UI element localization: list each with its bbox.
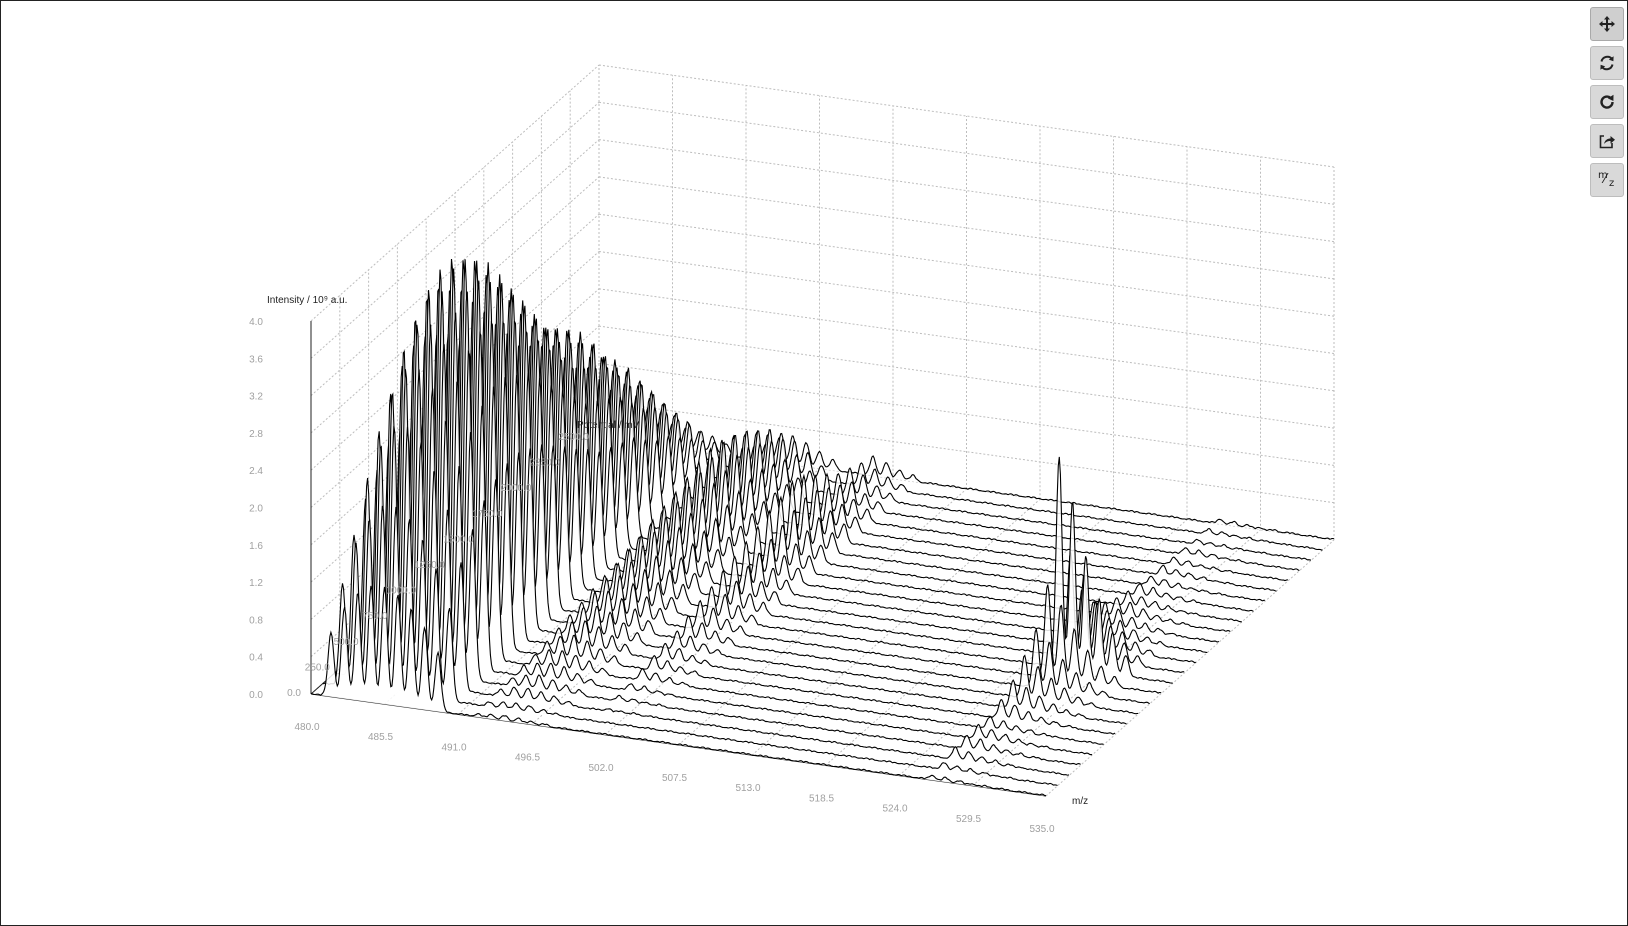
spectrum-fill <box>380 268 1116 735</box>
y-tick-label: 500.0 <box>334 637 359 648</box>
spectrum-line <box>541 357 1277 592</box>
spectrum-fill <box>345 369 1081 766</box>
z-tick-label: 3.6 <box>249 354 263 365</box>
y-tick-label: 0.0 <box>287 688 301 699</box>
spectrum-fill <box>541 357 1277 592</box>
y-tick-label: 1250.0 <box>414 560 445 571</box>
x-tick-label: 485.5 <box>368 732 393 743</box>
z-axis-title: Intensity / 10⁹ a.u. <box>267 295 347 306</box>
y-axis-title: Potential / mV <box>577 420 640 431</box>
y-tick-label: 2250.0 <box>530 458 561 469</box>
y-tick-label: 2000.0 <box>501 483 532 494</box>
mz-unit-button[interactable]: m ⁄ z <box>1590 163 1624 197</box>
reset-view-button[interactable] <box>1590 85 1624 119</box>
spectrum-fill <box>414 261 1150 704</box>
spectrum-line <box>357 324 1093 756</box>
z-tick-label: 1.2 <box>249 578 263 589</box>
side-wall-grid-line <box>310 64 600 322</box>
z-tick-label: 4.0 <box>249 317 263 328</box>
spectrum-line <box>322 505 1058 787</box>
y-tick-label: 750.0 <box>362 611 387 622</box>
back-wall-grid-line <box>598 139 1335 243</box>
z-tick-label: 0.0 <box>249 690 263 701</box>
x-tick-label: 518.5 <box>809 793 834 804</box>
y-tick-label: 250.0 <box>305 662 330 673</box>
x-tick-label: 535.0 <box>1029 824 1054 835</box>
spectrum-line <box>564 383 1300 572</box>
spectrum-line <box>368 290 1104 745</box>
spectrum-fill <box>311 585 1046 796</box>
rotate-arrows-icon <box>1600 55 1614 71</box>
y-tick-label: 2500.0 <box>558 432 589 443</box>
y-tick-label: 1000.0 <box>386 586 417 597</box>
x-tick-label: 502.0 <box>588 763 613 774</box>
z-tick-label: 0.8 <box>249 615 263 626</box>
x-tick-label: 524.0 <box>882 804 907 815</box>
rotate-tool-button[interactable] <box>1590 46 1624 80</box>
z-tick-label: 2.4 <box>249 466 263 477</box>
x-tick-label: 507.5 <box>662 773 687 784</box>
share-export-icon <box>1599 135 1615 149</box>
chart-toolbar: m ⁄ z <box>1590 7 1626 202</box>
z-tick-label: 2.0 <box>249 504 263 515</box>
floor-grid-line <box>678 488 967 746</box>
x-tick-label: 529.5 <box>956 814 981 825</box>
y-tick-label: 1750.0 <box>472 509 503 520</box>
floor-grid-line <box>825 509 1114 766</box>
z-tick-label: 2.8 <box>249 429 263 440</box>
x-axis-title: m/z <box>1072 796 1088 807</box>
floor-grid-line <box>751 498 1041 756</box>
spectrum-line <box>310 585 1047 797</box>
move-arrows-icon <box>1599 16 1615 32</box>
mz-icon-m: m <box>1598 170 1608 181</box>
y-tick-label: 1500.0 <box>443 534 474 545</box>
spectrum-fill <box>322 505 1058 786</box>
spectrum-fill <box>334 425 1070 776</box>
mz-icon-slash: ⁄ <box>1604 172 1607 187</box>
back-wall-grid-line <box>598 251 1335 354</box>
pan-tool-button[interactable] <box>1590 7 1624 41</box>
spectrum-fill <box>368 290 1104 745</box>
spectrum-fill <box>495 329 1231 633</box>
x-tick-label: 480.0 <box>294 722 319 733</box>
x-tick-label: 491.0 <box>441 742 466 753</box>
spectrum-line <box>552 370 1288 582</box>
spectrum-fill <box>357 324 1093 756</box>
z-tick-label: 3.2 <box>249 392 263 403</box>
z-tick-label: 0.4 <box>249 653 263 664</box>
spectrum-line <box>345 369 1081 766</box>
spectrum-fill <box>391 259 1127 725</box>
side-wall-grid-line <box>310 101 600 359</box>
z-tick-label: 1.6 <box>249 541 263 552</box>
export-button[interactable] <box>1590 124 1624 158</box>
x-tick-label: 513.0 <box>735 783 760 794</box>
spectrum-line <box>518 342 1254 612</box>
refresh-icon <box>1600 94 1614 109</box>
floor-grid-line <box>1045 539 1335 797</box>
side-wall-grid-line <box>310 139 600 396</box>
x-tick-label: 496.5 <box>515 753 540 764</box>
spectrum-line <box>379 268 1116 735</box>
spectrum-line <box>333 425 1070 776</box>
mz-icon-z: z <box>1609 178 1615 189</box>
spectrum-fill <box>403 260 1139 715</box>
m-over-z-icon: m ⁄ z <box>1597 170 1617 190</box>
spectrum-line <box>529 356 1265 602</box>
spectrum-fill <box>506 330 1242 622</box>
